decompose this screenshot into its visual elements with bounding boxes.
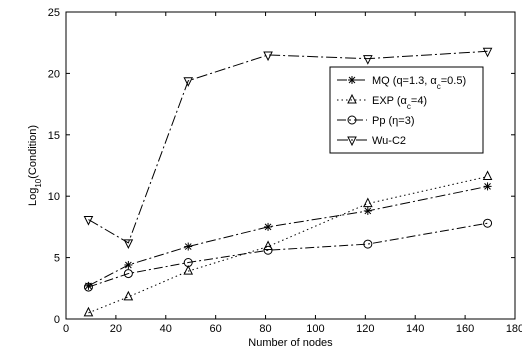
legend-label-subscript: c — [407, 102, 411, 111]
legend-label-part: Pp (η=3) — [372, 115, 415, 127]
x-tick-label: 60 — [210, 323, 222, 335]
data-point — [183, 264, 194, 275]
data-point — [482, 170, 493, 181]
x-tick-label: 180 — [506, 323, 522, 335]
data-point — [124, 260, 133, 269]
data-point — [483, 182, 492, 191]
series-3 — [83, 218, 493, 292]
x-tick-label: 120 — [356, 323, 374, 335]
data-point — [363, 55, 373, 65]
data-point — [483, 218, 493, 228]
legend-entry: Pp (η=3) — [337, 115, 415, 127]
data-point — [123, 269, 133, 279]
series-2 — [83, 170, 493, 317]
legend-entry: EXP (αc=4) — [337, 93, 427, 111]
data-point — [348, 76, 356, 84]
y-axis-label-subscript: 10 — [34, 178, 43, 187]
data-point — [263, 240, 273, 251]
data-point — [83, 216, 94, 226]
data-point — [347, 136, 357, 147]
plot-frame — [65, 11, 516, 320]
x-tick-label: 100 — [306, 323, 324, 335]
legend: MQ (q=1.3, αc=0.5)EXP (αc=4)Pp (η=3)Wu-C… — [329, 66, 484, 154]
x-axis-label: Number of nodes — [248, 337, 333, 349]
legend-label-part: =4) — [411, 95, 427, 107]
data-point — [263, 245, 273, 255]
data-point — [184, 242, 193, 251]
data-point — [363, 206, 372, 215]
data-point — [123, 290, 134, 301]
x-tick-label: 20 — [110, 323, 122, 335]
x-tick-label: 80 — [259, 323, 271, 335]
y-tick-label: 20 — [48, 68, 60, 80]
legend-label-part: EXP (α — [372, 95, 408, 107]
data-point — [83, 306, 94, 317]
series-line — [88, 50, 488, 244]
data-point — [482, 47, 493, 58]
data-point — [183, 77, 194, 87]
legend-label: EXP (αc=4) — [372, 95, 427, 111]
legend-label-part: =0.5) — [441, 75, 466, 87]
legend-label-part: Wu-C2 — [372, 135, 406, 147]
y-axis-label-rest: (Condition) — [27, 125, 39, 179]
axes: 0 20 40 60 80 100 120 140 160 180 0 5 10 15 20 25 — [48, 7, 522, 335]
y-tick-label: 5 — [54, 253, 60, 265]
series-line — [88, 222, 488, 288]
legend-label: Wu-C2 — [372, 135, 406, 147]
series-line — [88, 185, 488, 287]
series-layer — [83, 47, 493, 317]
data-point — [347, 93, 357, 104]
data-point — [83, 282, 93, 292]
y-tick-label: 10 — [48, 191, 60, 203]
legend-label-part: MQ (q=1.3, α — [372, 75, 437, 87]
y-tick-label: 25 — [48, 7, 60, 19]
data-point — [347, 115, 357, 125]
data-point — [183, 258, 193, 268]
x-tick-label: 0 — [63, 323, 69, 335]
y-tick-label: 0 — [54, 314, 60, 326]
data-point — [264, 222, 273, 231]
y-axis-label: Log10(Condition) — [27, 125, 43, 206]
legend-entry: MQ (q=1.3, αc=0.5) — [337, 75, 466, 91]
series-line — [88, 176, 488, 314]
legend-entry: Wu-C2 — [337, 135, 406, 147]
y-tick-label: 15 — [48, 130, 60, 142]
data-point — [363, 197, 373, 208]
x-tick-label: 40 — [160, 323, 172, 335]
data-point — [123, 239, 134, 249]
data-point — [263, 51, 273, 62]
legend-label: MQ (q=1.3, αc=0.5) — [372, 75, 466, 91]
legend-label-subscript: c — [437, 82, 441, 91]
data-point — [363, 239, 373, 249]
x-tick-label: 140 — [406, 323, 424, 335]
legend-label: Pp (η=3) — [372, 115, 415, 127]
series-4 — [83, 47, 493, 249]
y-axis-label-base: Log — [27, 188, 39, 206]
x-tick-label: 160 — [456, 323, 474, 335]
series-1 — [84, 182, 492, 290]
